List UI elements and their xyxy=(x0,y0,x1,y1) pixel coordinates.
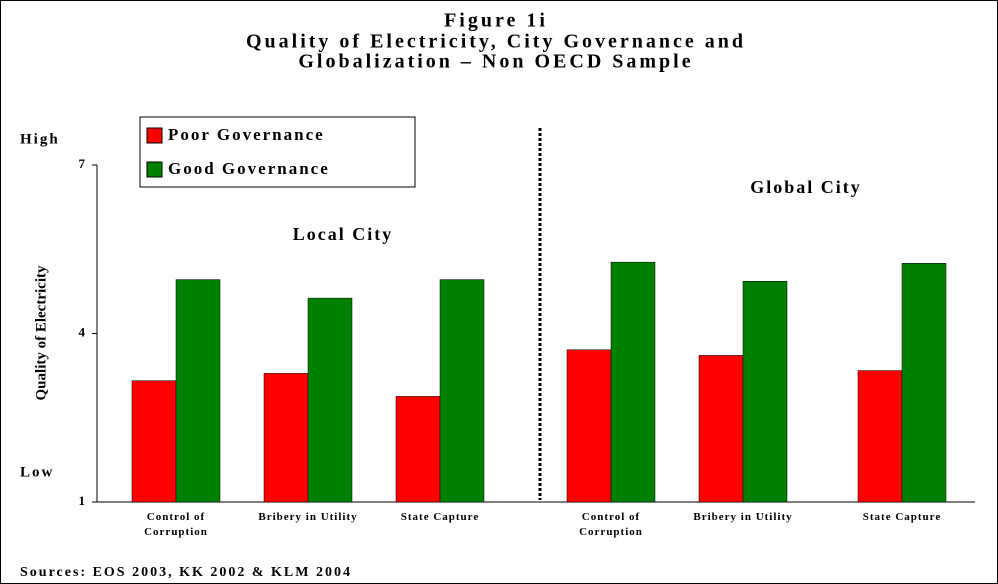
x-tick-label: Bribery in Utility xyxy=(258,511,358,523)
group-label: Local City xyxy=(293,224,394,244)
legend-swatch xyxy=(146,127,163,144)
source: Sources: EOS 2003, KK 2002 & KLM 2004 xyxy=(20,565,352,580)
x-tick-label: State Capture xyxy=(400,511,480,523)
legend-label: Good Governance xyxy=(168,159,330,178)
bar xyxy=(439,279,485,503)
bar xyxy=(742,281,788,503)
y-tick-label: 1 xyxy=(79,493,86,508)
y-tick-label: 7 xyxy=(79,156,86,171)
x-tick-label: Bribery in Utility xyxy=(693,511,793,523)
chart-title: Quality of Electricity, City Governance … xyxy=(246,31,746,53)
legend-label: Poor Governance xyxy=(168,125,325,144)
bar xyxy=(175,279,221,503)
low-label: Low xyxy=(20,464,54,480)
legend-swatch xyxy=(146,161,163,178)
bar xyxy=(307,297,353,503)
y-axis-label: Quality of Electricity xyxy=(33,265,49,400)
x-tick-label: Control of Corruption xyxy=(579,511,643,538)
x-tick-label: State Capture xyxy=(862,511,942,523)
group-label: Global City xyxy=(750,177,862,197)
bar xyxy=(263,373,309,503)
bar xyxy=(857,370,903,503)
high-label: High xyxy=(20,131,60,147)
y-tick-label: 4 xyxy=(79,324,86,339)
bar xyxy=(610,261,656,503)
x-tick-label: Control of Corruption xyxy=(144,511,208,538)
legend-box xyxy=(139,116,416,188)
chart-title: Figure 1i xyxy=(444,10,548,32)
bar xyxy=(395,396,441,503)
chart-title: Globalization – Non OECD Sample xyxy=(298,51,693,73)
bar xyxy=(566,349,612,503)
bar xyxy=(698,355,744,503)
bar xyxy=(131,380,177,503)
bar xyxy=(901,263,947,503)
